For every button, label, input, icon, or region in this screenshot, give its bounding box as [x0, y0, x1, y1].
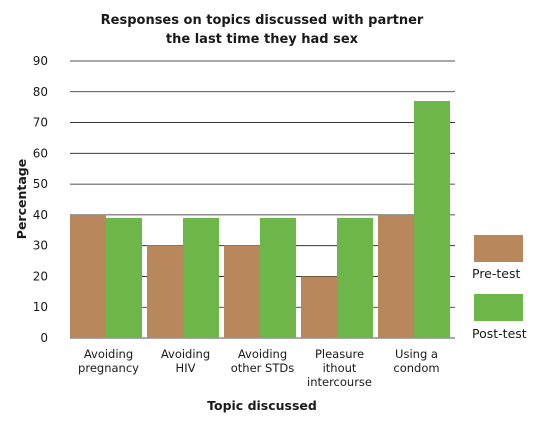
chart-title-line: Responses on topics discussed with partn… [101, 13, 424, 28]
x-category-label: condom [393, 361, 439, 375]
y-tick-label: 60 [33, 146, 48, 160]
legend-label: Post-test [472, 326, 527, 341]
bar-pre-test [70, 214, 106, 338]
x-category-label: Pleasure [315, 347, 364, 361]
x-category-label: other STDs [231, 361, 294, 375]
x-category-label: Avoiding [84, 347, 133, 361]
bar-pre-test [147, 245, 183, 338]
bar-pre-test [378, 214, 414, 338]
bar-post-test [414, 101, 450, 338]
x-category-label: Using a [395, 347, 438, 361]
bar-post-test [106, 217, 142, 338]
legend-label: Pre-test [472, 266, 520, 281]
x-category-label: HIV [176, 361, 196, 375]
y-axis-label: Percentage [14, 159, 29, 239]
bar-post-test [260, 217, 296, 338]
x-category-label: intercourse [307, 375, 372, 389]
chart-title-line: the last time they had sex [166, 32, 359, 47]
x-category-label: ithout [323, 361, 357, 375]
y-tick-label: 40 [33, 208, 48, 222]
y-tick-label: 10 [33, 300, 48, 314]
legend-swatch-pre-test [474, 235, 523, 262]
bar-post-test [183, 217, 219, 338]
x-category-label: Avoiding [161, 347, 210, 361]
x-category-label: Avoiding [238, 347, 287, 361]
bar-pre-test [224, 245, 260, 338]
chart-title: Responses on topics discussed with partn… [101, 13, 424, 47]
bar-pre-test [301, 276, 337, 338]
y-tick-label: 20 [33, 269, 48, 283]
y-tick-label: 90 [33, 54, 48, 68]
bars [70, 101, 450, 338]
legend-swatch-post-test [474, 294, 523, 321]
y-tick-labels: 0 10 20 30 40 50 60 70 80 90 [33, 54, 48, 345]
y-tick-label: 0 [40, 331, 48, 345]
x-category-label: pregnancy [78, 361, 139, 375]
y-tick-label: 30 [33, 239, 48, 253]
legend: Pre-test Post-test [472, 235, 527, 341]
y-tick-label: 70 [33, 116, 48, 130]
y-tick-label: 80 [33, 85, 48, 99]
x-axis-label: Topic discussed [207, 398, 317, 413]
y-tick-label: 50 [33, 177, 48, 191]
x-category-labels: AvoidingpregnancyAvoidingHIVAvoidingothe… [78, 347, 440, 389]
bar-post-test [337, 217, 373, 338]
